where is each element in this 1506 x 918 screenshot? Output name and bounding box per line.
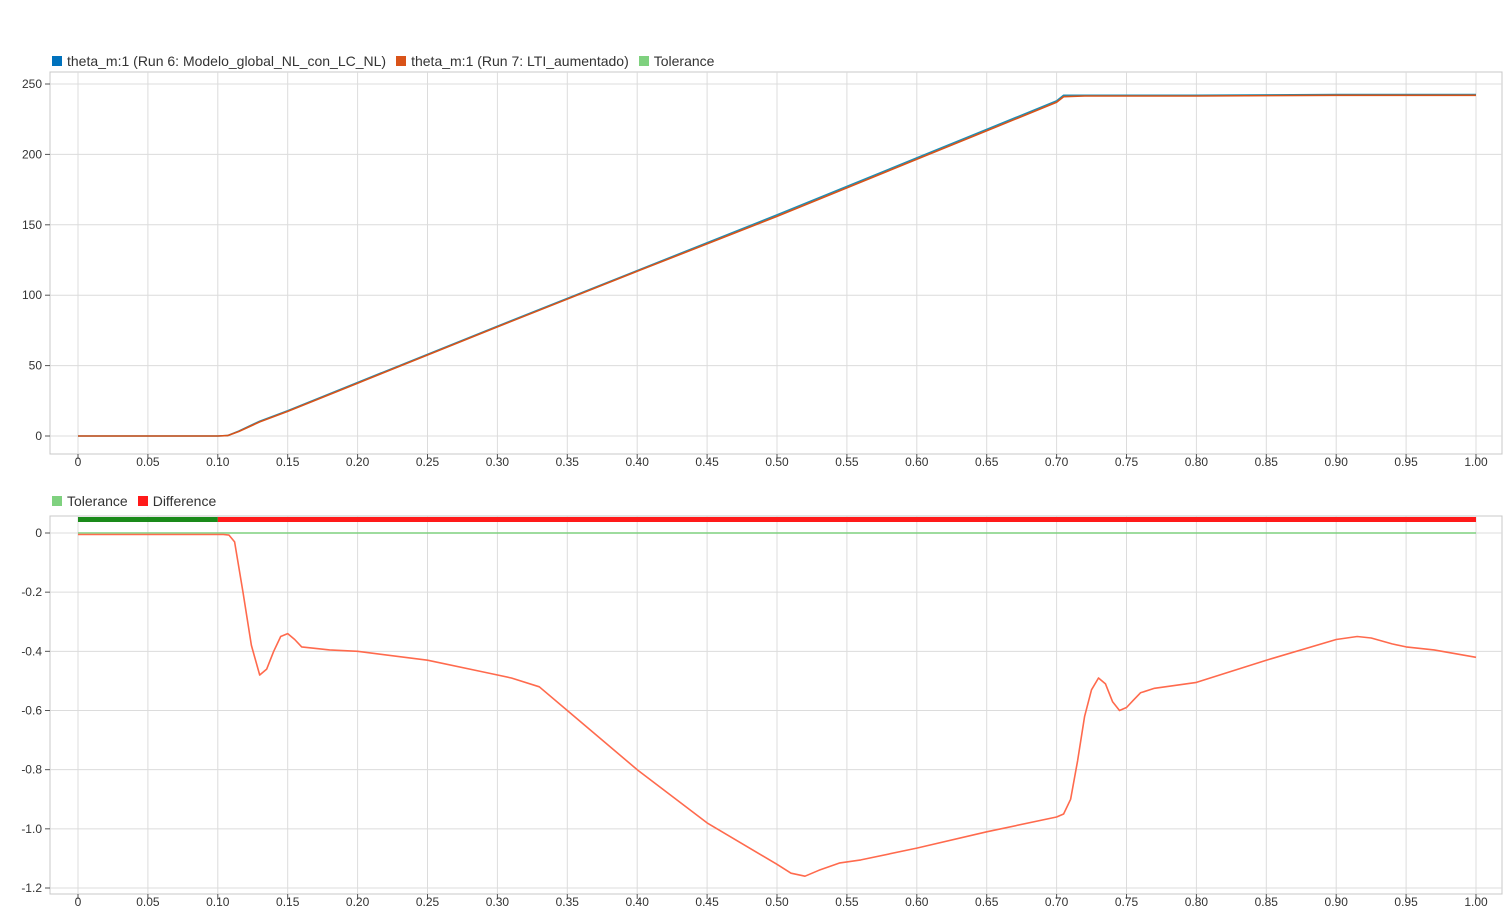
x-tick-label: 0.75 [1115,895,1139,909]
x-tick-label: 0.75 [1115,455,1139,469]
legend-top: theta_m:1 (Run 6: Modelo_global_NL_con_L… [52,52,724,70]
y-tick-label: -1.0 [21,822,42,836]
legend-item-tolerance-bottom[interactable]: Tolerance [52,493,128,509]
x-tick-label: 0.10 [206,455,230,469]
y-tick-label: 200 [22,147,42,161]
x-tick-label: 0.95 [1394,895,1418,909]
x-tick-label: 0.45 [695,455,719,469]
x-tick-label: 0.35 [556,895,580,909]
x-tick-label: 0.15 [276,895,300,909]
x-tick-label: 0.55 [835,455,859,469]
x-tick-label: 0.20 [346,455,370,469]
x-tick-label: 0.80 [1185,895,1209,909]
x-tick-label: 0.70 [1045,455,1069,469]
x-tick-label: 0.90 [1325,895,1349,909]
y-tick-label: -0.6 [21,704,42,718]
x-tick-label: 0.45 [695,895,719,909]
x-tick-label: 0.25 [416,455,440,469]
legend-bottom: Tolerance Difference [52,492,226,510]
x-tick-label: 0.70 [1045,895,1069,909]
y-tick-label: 100 [22,288,42,302]
y-tick-label: 0 [35,526,42,540]
x-tick-label: 0.05 [136,455,160,469]
plot-area [49,71,1503,455]
legend-label-tolerance-bottom: Tolerance [67,493,128,509]
x-tick-label: 0.50 [765,895,789,909]
legend-swatch-difference [137,496,148,506]
legend-label-tolerance-top: Tolerance [653,53,715,69]
x-tick-label: 1.00 [1464,895,1488,909]
x-tick-label: 0.30 [486,895,510,909]
y-tick-label: -0.4 [21,644,42,658]
legend-swatch-tolerance-top [638,56,649,66]
x-tick-label: 0.40 [626,455,650,469]
x-tick-label: 0.95 [1394,455,1418,469]
x-tick-label: 0.55 [835,895,859,909]
x-tick-label: 0.80 [1185,455,1209,469]
chart-panel-1: 0 0.05 0.10 0.15 0.20 0.25 0.30 0.35 0.40 0.45 0.5… [22,71,1503,469]
legend-item-tolerance-top[interactable]: Tolerance [638,53,715,69]
x-tick-label: 0.85 [1255,455,1279,469]
x-tick-label: 0.60 [905,455,929,469]
x-tick-label: 0.65 [975,455,999,469]
legend-swatch-run7 [396,56,407,66]
series-line-1-2 [78,94,1476,437]
x-tick-label: 0.85 [1255,895,1279,909]
legend-item-run7[interactable]: theta_m:1 (Run 7: LTI_aumentado) [396,53,629,69]
x-tick-label: 0.05 [136,895,160,909]
x-tick-label: 0.35 [556,455,580,469]
y-tick-label: -0.2 [21,585,42,599]
x-tick-label: 0.30 [486,455,510,469]
x-tick-label: 0.10 [206,895,230,909]
x-tick-label: 0.50 [765,455,789,469]
x-tick-label: 0.25 [416,895,440,909]
legend-swatch-run6 [52,56,62,66]
status-bar-segment-1 [78,517,218,522]
chart-panel-2: 0 0.05 0.10 0.15 0.20 0.25 0.30 0.35 0.40 0.45 0.5… [21,515,1503,909]
y-tick-label: 250 [22,77,42,91]
x-tick-label: 1.00 [1464,455,1488,469]
x-tick-label: 0 [75,895,82,909]
y-tick-label: -1.2 [21,881,42,895]
legend-swatch-tolerance-bottom [52,496,62,506]
status-bar-segment-2 [217,517,1476,522]
x-tick-label: 0 [75,455,82,469]
series-line-2-1 [78,533,1477,877]
x-tick-label: 0.20 [346,895,370,909]
x-tick-label: 0.90 [1325,455,1349,469]
legend-item-run6[interactable]: theta_m:1 (Run 6: Modelo_global_NL_con_L… [52,53,386,69]
x-tick-label: 0.15 [276,455,300,469]
legend-label-run6: theta_m:1 (Run 6: Modelo_global_NL_con_L… [67,53,387,69]
y-tick-label: -0.8 [21,763,42,777]
y-tick-label: 50 [29,359,43,373]
legend-label-run7: theta_m:1 (Run 7: LTI_aumentado) [411,53,629,69]
x-tick-label: 0.40 [626,895,650,909]
legend-item-difference[interactable]: Difference [137,493,217,509]
x-tick-label: 0.65 [975,895,999,909]
y-tick-label: 0 [35,429,42,443]
plot-area [49,515,1503,895]
legend-label-difference: Difference [152,493,217,509]
y-tick-label: 150 [22,218,42,232]
x-tick-label: 0.60 [905,895,929,909]
